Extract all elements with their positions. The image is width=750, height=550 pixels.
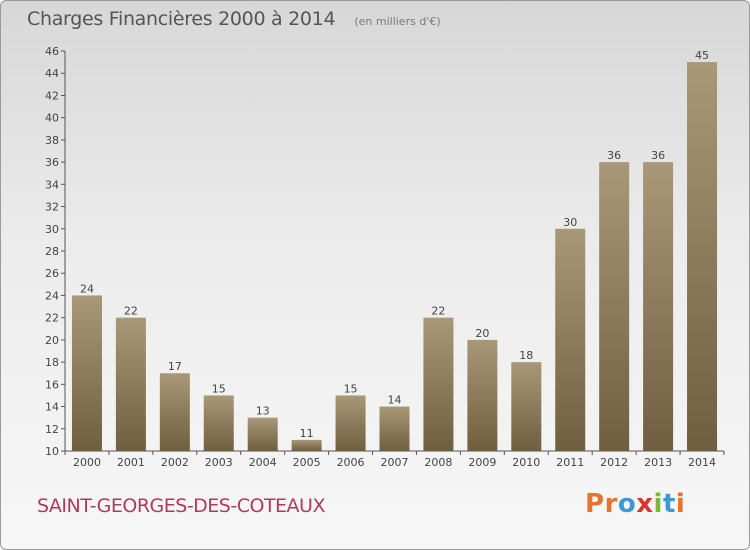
bar bbox=[467, 339, 498, 451]
y-tick-label: 18 bbox=[45, 356, 59, 369]
bar-value-label: 22 bbox=[431, 305, 445, 318]
bar-value-label: 20 bbox=[475, 327, 489, 340]
x-tick-label: 2014 bbox=[688, 456, 716, 469]
x-tick-label: 2000 bbox=[73, 456, 101, 469]
town-name: SAINT-GEORGES-DES-COTEAUX bbox=[37, 495, 325, 517]
y-tick-label: 28 bbox=[45, 245, 59, 258]
bar bbox=[599, 162, 630, 451]
x-tick-label: 2011 bbox=[556, 456, 584, 469]
y-tick-label: 12 bbox=[45, 423, 59, 436]
x-tick-label: 2003 bbox=[205, 456, 233, 469]
brand-letter: o bbox=[617, 489, 637, 519]
bar-value-label: 14 bbox=[388, 394, 402, 407]
brand-logo: Proxiti bbox=[585, 489, 685, 519]
x-tick-label: 2002 bbox=[161, 456, 189, 469]
brand-letter: i bbox=[653, 489, 663, 519]
bar bbox=[203, 395, 234, 451]
y-tick-label: 40 bbox=[45, 112, 59, 125]
y-tick-label: 34 bbox=[45, 178, 59, 191]
bar-value-label: 11 bbox=[300, 427, 314, 440]
y-tick-label: 16 bbox=[45, 378, 59, 391]
y-tick-label: 10 bbox=[45, 445, 59, 458]
y-tick-label: 44 bbox=[45, 67, 59, 80]
x-tick-label: 2008 bbox=[424, 456, 452, 469]
bar bbox=[115, 317, 146, 451]
bar-value-label: 15 bbox=[344, 382, 358, 395]
y-tick-label: 42 bbox=[45, 89, 59, 102]
y-tick-label: 14 bbox=[45, 401, 59, 414]
bar-value-label: 13 bbox=[256, 405, 270, 418]
title-row: Charges Financières 2000 à 2014 (en mill… bbox=[27, 8, 441, 30]
bar-value-label: 30 bbox=[563, 216, 577, 229]
brand-letter: x bbox=[636, 489, 654, 519]
bar bbox=[687, 62, 718, 451]
y-tick-label: 30 bbox=[45, 223, 59, 236]
brand-letter: r bbox=[604, 489, 618, 519]
bar bbox=[159, 373, 190, 451]
y-tick-label: 38 bbox=[45, 134, 59, 147]
y-tick-label: 20 bbox=[45, 334, 59, 347]
y-tick-label: 26 bbox=[45, 267, 59, 280]
x-tick-label: 2004 bbox=[249, 456, 277, 469]
brand-letter: P bbox=[585, 489, 605, 519]
bar bbox=[423, 317, 454, 451]
brand-letter: i bbox=[675, 489, 686, 519]
chart-unit: (en milliers d'€) bbox=[354, 15, 441, 28]
brand-letter: t bbox=[662, 489, 676, 519]
bar-value-label: 18 bbox=[519, 349, 533, 362]
y-tick-label: 36 bbox=[45, 156, 59, 169]
bar-value-label: 45 bbox=[695, 49, 709, 62]
bar-value-label: 24 bbox=[80, 282, 94, 295]
bar-value-label: 22 bbox=[124, 305, 138, 318]
bar bbox=[291, 439, 322, 451]
bar-value-label: 36 bbox=[607, 149, 621, 162]
y-tick-label: 22 bbox=[45, 312, 59, 325]
bar bbox=[555, 228, 586, 451]
x-tick-label: 2013 bbox=[644, 456, 672, 469]
bar bbox=[511, 362, 542, 451]
bar-value-label: 17 bbox=[168, 360, 182, 373]
y-tick-label: 24 bbox=[45, 289, 59, 302]
x-tick-label: 2010 bbox=[512, 456, 540, 469]
y-tick-label: 32 bbox=[45, 201, 59, 214]
bar-value-label: 15 bbox=[212, 382, 226, 395]
x-tick-label: 2006 bbox=[337, 456, 365, 469]
chart-title: Charges Financières 2000 à 2014 bbox=[27, 8, 336, 30]
x-tick-label: 2009 bbox=[468, 456, 496, 469]
x-tick-label: 2007 bbox=[381, 456, 409, 469]
x-tick-label: 2012 bbox=[600, 456, 628, 469]
x-tick-label: 2005 bbox=[293, 456, 321, 469]
y-tick-label: 46 bbox=[45, 45, 59, 58]
bar bbox=[335, 395, 366, 451]
bar bbox=[247, 417, 278, 451]
bar-value-label: 36 bbox=[651, 149, 665, 162]
bar bbox=[379, 406, 410, 451]
x-tick-label: 2001 bbox=[117, 456, 145, 469]
bar bbox=[643, 162, 674, 451]
bar bbox=[71, 295, 102, 451]
